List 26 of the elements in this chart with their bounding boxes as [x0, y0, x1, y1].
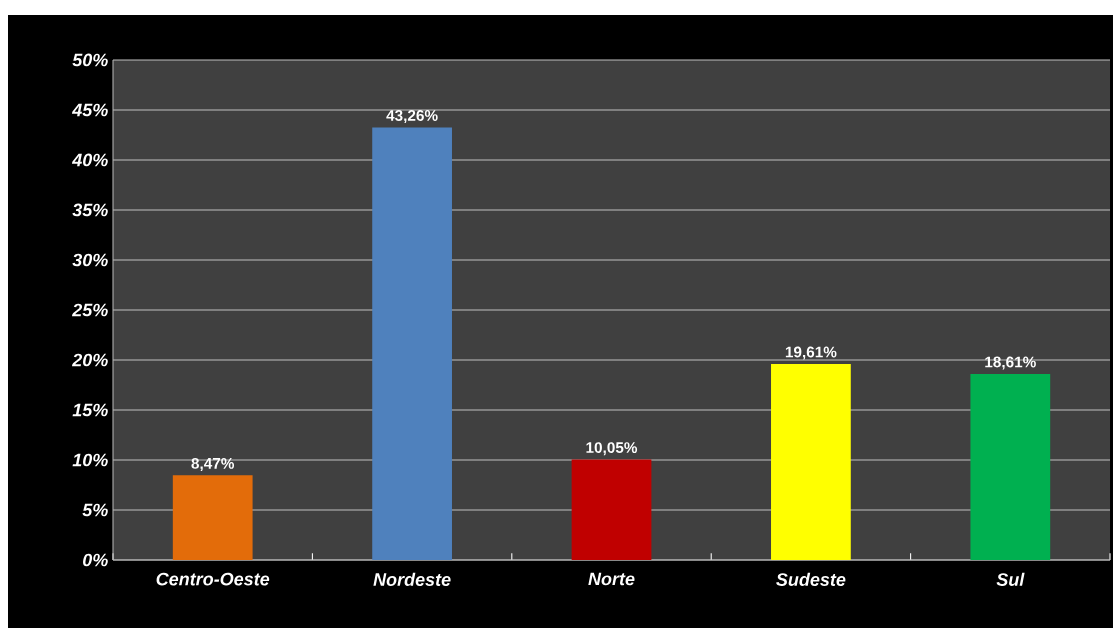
bar: [172, 475, 253, 560]
data-label: 10,05%: [586, 442, 638, 456]
bar: [970, 373, 1051, 560]
y-tick-label: 20%: [71, 353, 108, 367]
bar: [372, 127, 452, 560]
bar: [571, 459, 652, 560]
x-tick-label: Sul: [996, 572, 1025, 586]
y-tick-label: 10%: [72, 453, 108, 467]
y-tick-label: 5%: [82, 503, 108, 517]
y-tick-label: 40%: [71, 153, 108, 167]
y-tick-label: 45%: [71, 103, 108, 117]
x-tick-label: Norte: [588, 572, 635, 586]
data-label: 19,61%: [785, 346, 837, 360]
x-tick-label: Sudeste: [776, 572, 846, 586]
y-tick-label: 30%: [72, 253, 108, 267]
y-tick-label: 35%: [72, 203, 108, 217]
y-tick-label: 0%: [83, 553, 108, 567]
data-label: 18,61%: [985, 356, 1036, 370]
y-tick-label: 50%: [72, 53, 108, 67]
data-label: 8,47%: [191, 457, 235, 472]
x-tick-label: Centro-Oeste: [156, 572, 270, 586]
data-label: 43,26%: [386, 110, 438, 124]
y-tick-label: 25%: [71, 303, 108, 317]
y-tick-label: 15%: [72, 403, 108, 417]
bar: [771, 363, 851, 560]
x-tick-label: Nordeste: [373, 572, 451, 586]
